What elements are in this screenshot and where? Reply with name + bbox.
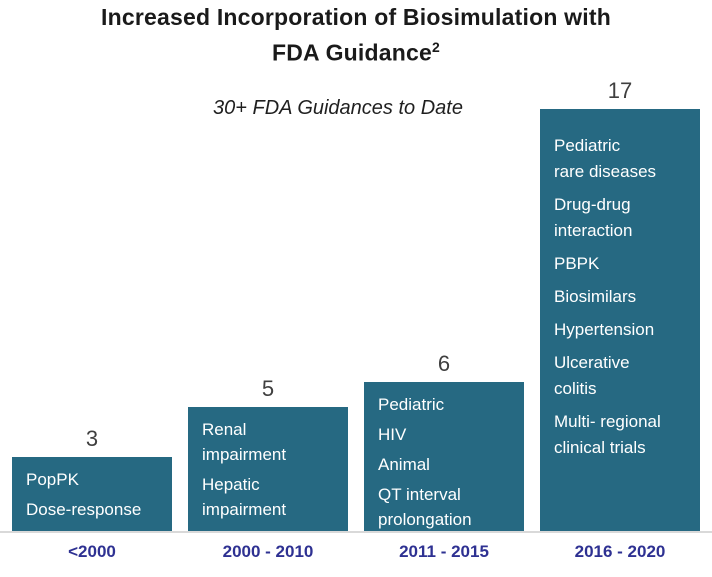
bar-item-label: QT interval prolongation xyxy=(378,485,472,529)
bar-item-label: Dose-response xyxy=(26,500,142,519)
bar-column: 17 Pediatric rare diseases Drug-drug inter… xyxy=(532,78,708,531)
x-axis-label: 2016 - 2020 xyxy=(574,542,666,561)
bar-item-label: Multi- regional clinical trials xyxy=(554,412,661,457)
x-axis-label: 2011 - 2015 xyxy=(399,542,489,561)
bar-value-label: 5 xyxy=(261,376,275,401)
bar-item-label: PBPK xyxy=(554,254,600,273)
bar-item-label: Biosimilars xyxy=(554,287,637,306)
bar-chart: 3 PopPK Dose-response 5 Renal impairment Hepa… xyxy=(4,78,708,531)
x-axis-labels: <2000 2000 - 2010 2011 - 2015 2016 - 2020 xyxy=(4,542,708,562)
bar-item-label: Hypertension xyxy=(554,320,655,339)
bar-value-label: 3 xyxy=(85,426,99,451)
bar-item-label: Animal xyxy=(378,455,430,474)
x-axis-line xyxy=(0,531,712,533)
bar-item-label: Hepatic impairment xyxy=(202,475,287,519)
bar-value-label: 17 xyxy=(607,78,633,103)
bar-item-label: Ulcerative colitis xyxy=(554,353,630,398)
chart-subtitle: 30+ FDA Guidances to Date xyxy=(213,97,463,119)
bar-item-label: Renal impairment xyxy=(202,420,287,464)
bar-column: 5 Renal impairment Hepatic impairment xyxy=(180,376,356,531)
chart-title: Increased Incorporation of Biosimulation… xyxy=(0,2,712,68)
bar-item-label: PopPK xyxy=(26,470,79,489)
bar: Pediatric HIV Animal QT interval prolongati… xyxy=(364,382,524,531)
bar-column: 3 PopPK Dose-response xyxy=(4,426,180,531)
bar-item-label: Pediatric rare diseases xyxy=(554,136,657,181)
x-axis-label: 2000 - 2010 xyxy=(222,542,314,561)
bar: Pediatric rare diseases Drug-drug interac… xyxy=(540,109,700,531)
bar-item-label: Drug-drug interaction xyxy=(554,195,633,240)
chart-title-line1: Increased Incorporation of Biosimulation… xyxy=(101,4,611,30)
bar-column: 6 Pediatric HIV Animal QT interval prolongat… xyxy=(356,351,532,531)
bar-item-label: Pediatric xyxy=(378,395,445,414)
x-axis-label: <2000 xyxy=(68,542,116,561)
bar: PopPK Dose-response xyxy=(12,457,172,531)
bar: Renal impairment Hepatic impairment xyxy=(188,407,348,531)
bar-value-label: 6 xyxy=(437,351,451,376)
bar-item-label: HIV xyxy=(378,425,407,444)
title-superscript: 2 xyxy=(432,39,440,55)
chart-title-line2: FDA Guidance xyxy=(271,39,432,66)
